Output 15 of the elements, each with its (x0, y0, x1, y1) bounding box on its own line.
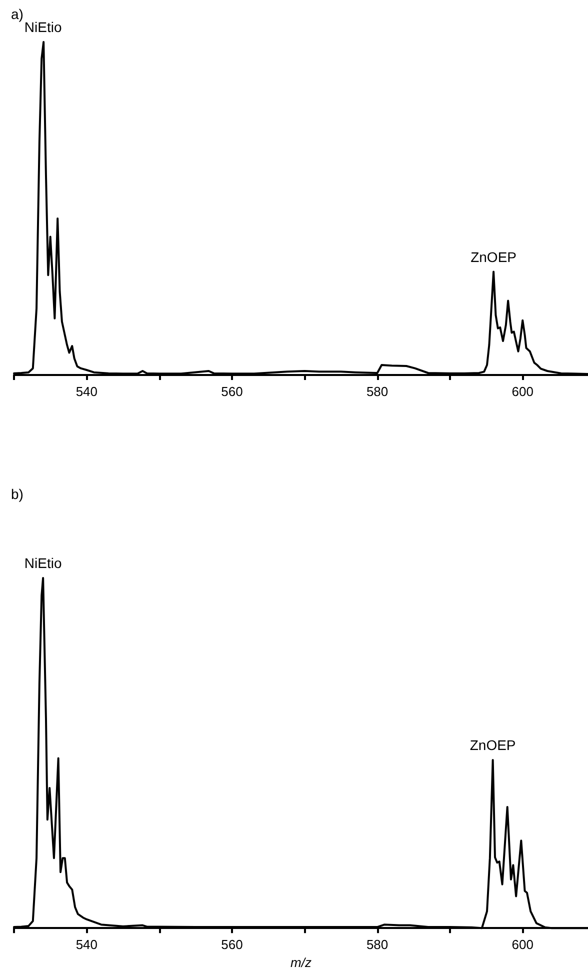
annotation: ZnOEP (470, 737, 516, 754)
x-tick-label: 580 (366, 937, 388, 952)
x-tick-label: 600 (512, 384, 534, 399)
x-tick-label: 580 (366, 384, 388, 399)
x-axis-title: m/z (290, 955, 312, 970)
x-tick-label: 560 (221, 384, 243, 399)
annotation: NiEtio (24, 555, 62, 571)
x-tick-label: 600 (512, 937, 534, 952)
annotation: ZnOEP (470, 248, 516, 265)
x-tick-label: 560 (221, 937, 243, 952)
annotation: NiEtio (24, 19, 62, 35)
chart-title: b) (11, 486, 24, 502)
x-tick-label: 540 (76, 384, 98, 399)
x-tick-label: 540 (76, 937, 98, 952)
chart-title: a) (11, 6, 24, 22)
